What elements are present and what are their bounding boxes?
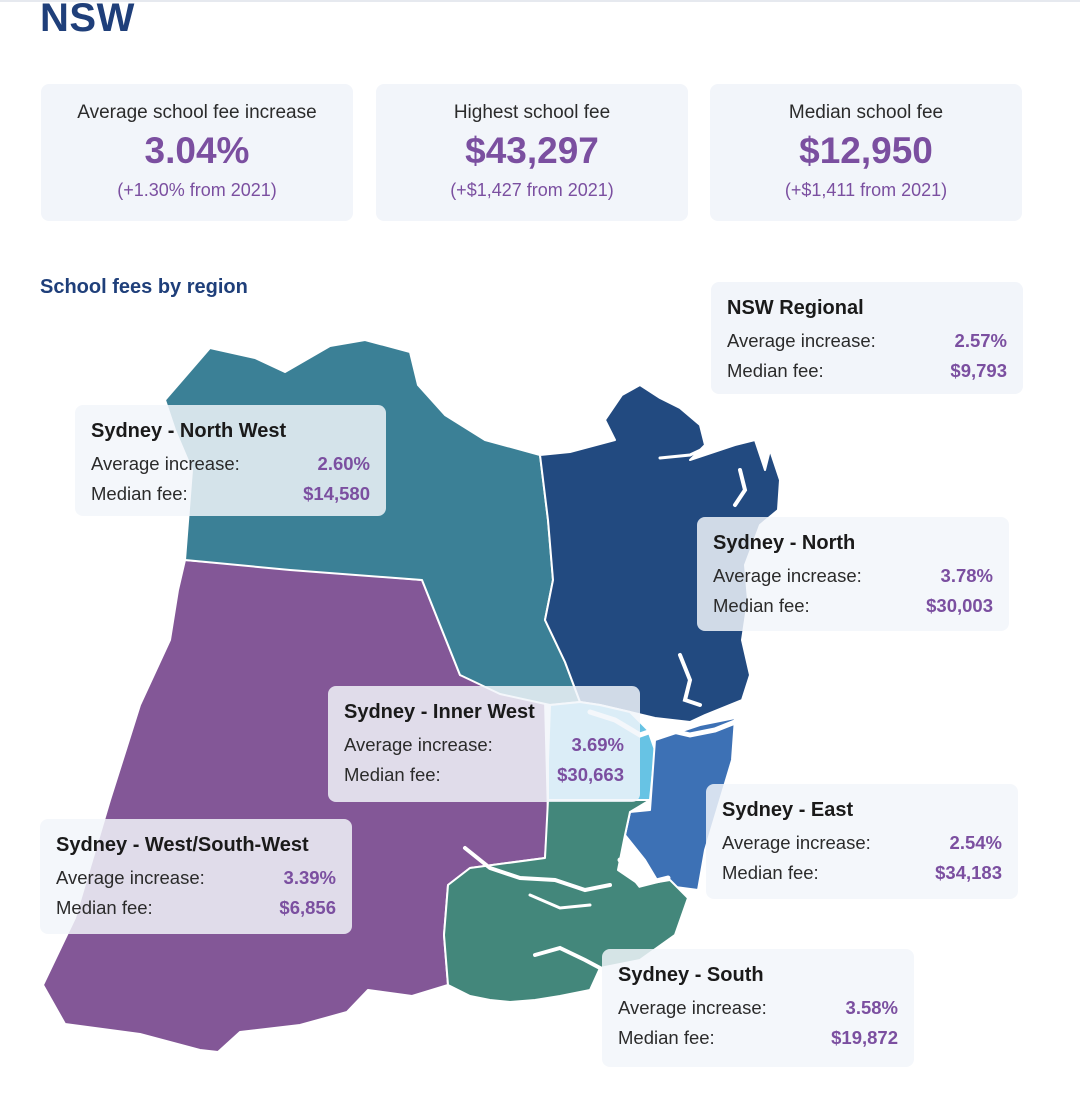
stat-change: (+$1,411 from 2021) <box>784 180 948 200</box>
region-name: Sydney - North West <box>91 420 287 442</box>
stat-value: $12,950 <box>799 130 933 171</box>
average-increase-label: Average increase: <box>56 867 205 888</box>
section-title: School fees by region <box>40 276 248 298</box>
region-name: Sydney - South <box>618 964 764 986</box>
average-increase-label: Average increase: <box>727 330 876 351</box>
average-increase-label: Average increase: <box>344 734 493 755</box>
average-increase-label: Average increase: <box>91 453 240 474</box>
average-increase-label: Average increase: <box>713 565 862 586</box>
median-fee-label: Median fee: <box>722 862 819 883</box>
page-title: NSW <box>40 0 135 40</box>
median-fee-label: Median fee: <box>344 764 441 785</box>
top-divider <box>0 0 1080 2</box>
stat-card-average-increase: Average school fee increase 3.04% (+1.30… <box>41 84 353 221</box>
region-card-west-south-west: Sydney - West/South-West Average increas… <box>40 819 352 934</box>
stat-change: (+$1,427 from 2021) <box>450 180 614 200</box>
average-increase-value: 3.69% <box>571 734 624 755</box>
region-card-north-west: Sydney - North West Average increase: 2.6… <box>75 405 386 516</box>
stat-label: Median school fee <box>788 102 944 123</box>
region-name: Sydney - North <box>713 532 856 554</box>
region-name: Sydney - West/South-West <box>56 834 309 856</box>
stat-label: Highest school fee <box>453 102 611 123</box>
median-fee-label: Median fee: <box>91 483 188 504</box>
median-fee-label: Median fee: <box>713 595 810 616</box>
average-increase-value: 2.60% <box>317 453 370 474</box>
region-card-south: Sydney - South Average increase: 3.58% Me… <box>602 949 914 1067</box>
region-card-east: Sydney - East Average increase: 2.54% Med… <box>706 784 1018 899</box>
average-increase-label: Average increase: <box>618 997 767 1018</box>
median-fee-value: $34,183 <box>935 862 1002 883</box>
stat-value: 3.04% <box>144 130 250 171</box>
stat-value: $43,297 <box>465 130 599 171</box>
region-card-north: Sydney - North Average increase: 3.78% Me… <box>697 517 1009 631</box>
average-increase-label: Average increase: <box>722 832 871 853</box>
average-increase-value: 3.78% <box>940 565 993 586</box>
average-increase-value: 3.39% <box>283 867 336 888</box>
median-fee-value: $9,793 <box>950 360 1007 381</box>
median-fee-value: $19,872 <box>831 1027 898 1048</box>
region-name: Sydney - Inner West <box>344 701 535 723</box>
region-card-nsw-regional: NSW Regional Average increase: 2.57% Medi… <box>711 282 1023 394</box>
median-fee-value: $14,580 <box>303 483 370 504</box>
region-card-inner-west: Sydney - Inner West Average increase: 3.6… <box>328 686 640 802</box>
stat-label: Average school fee increase <box>77 102 317 123</box>
average-increase-value: 3.58% <box>845 997 898 1018</box>
median-fee-value: $6,856 <box>279 897 336 918</box>
stat-card-highest-fee: Highest school fee $43,297 (+$1,427 from… <box>376 84 688 221</box>
region-name: NSW Regional <box>727 297 864 319</box>
median-fee-label: Median fee: <box>618 1027 715 1048</box>
average-increase-value: 2.57% <box>954 330 1007 351</box>
stat-card-median-fee: Median school fee $12,950 (+$1,411 from … <box>710 84 1022 221</box>
average-increase-value: 2.54% <box>949 832 1002 853</box>
median-fee-label: Median fee: <box>727 360 824 381</box>
median-fee-label: Median fee: <box>56 897 153 918</box>
median-fee-value: $30,663 <box>557 764 624 785</box>
median-fee-value: $30,003 <box>926 595 993 616</box>
region-name: Sydney - East <box>722 799 854 821</box>
stat-change: (+1.30% from 2021) <box>117 180 277 200</box>
